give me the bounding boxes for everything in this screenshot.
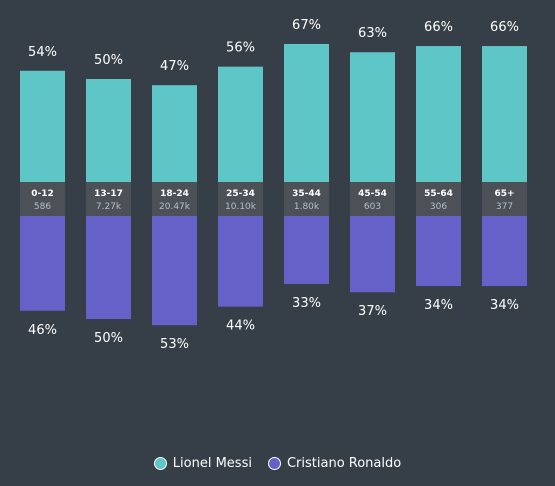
pct-messi-3: 56% xyxy=(226,41,255,56)
legend-label-ronaldo: Cristiano Ronaldo xyxy=(286,456,402,471)
bar-ronaldo-2 xyxy=(152,216,197,326)
count-label-4: 1.80k xyxy=(294,202,320,212)
bar-messi-1 xyxy=(86,79,131,182)
bar-messi-3 xyxy=(218,66,263,182)
count-label-5: 603 xyxy=(364,202,381,212)
pct-messi-6: 66% xyxy=(424,20,453,35)
pct-messi-7: 66% xyxy=(490,20,519,35)
pct-messi-1: 50% xyxy=(94,53,123,68)
pct-ronaldo-2: 53% xyxy=(160,337,189,352)
bar-ronaldo-7 xyxy=(482,216,527,287)
pct-ronaldo-4: 33% xyxy=(292,296,321,311)
legend-item-messi[interactable]: Lionel Messi xyxy=(153,456,252,471)
bar-messi-6 xyxy=(416,46,461,182)
age-label-6: 55-64 xyxy=(424,189,453,199)
age-label-0: 0-12 xyxy=(31,189,54,199)
bar-ronaldo-0 xyxy=(20,216,65,311)
pct-messi-2: 47% xyxy=(160,59,189,74)
audience-split-chart: 0-12 586 54% 46% 13-17 7.27k 50% 50% 18-24 20.47k… xyxy=(20,18,527,352)
count-label-2: 20.47k xyxy=(159,202,191,212)
count-label-0: 586 xyxy=(34,202,51,212)
age-band-3 xyxy=(218,182,263,216)
age-band-6 xyxy=(416,182,461,216)
bar-ronaldo-4 xyxy=(284,216,329,284)
age-label-5: 45-54 xyxy=(358,189,387,199)
legend: Lionel Messi Cristiano Ronaldo xyxy=(0,456,555,471)
age-band-7 xyxy=(482,182,527,216)
bar-ronaldo-3 xyxy=(218,216,263,307)
bar-ronaldo-1 xyxy=(86,216,131,319)
legend-swatch-ronaldo xyxy=(267,457,281,470)
age-band-5 xyxy=(350,182,395,216)
bar-messi-0 xyxy=(20,70,65,182)
bar-messi-2 xyxy=(152,85,197,182)
bar-messi-4 xyxy=(284,43,329,183)
age-label-3: 25-34 xyxy=(226,189,255,199)
legend-label-messi: Lionel Messi xyxy=(172,456,252,471)
bar-ronaldo-5 xyxy=(350,216,395,293)
count-label-6: 306 xyxy=(430,202,447,212)
age-label-1: 13-17 xyxy=(94,189,123,199)
bar-messi-5 xyxy=(350,52,395,182)
count-label-3: 10.10k xyxy=(225,202,257,212)
pct-ronaldo-5: 37% xyxy=(358,304,387,319)
age-band-1 xyxy=(86,182,131,216)
age-label-7: 65+ xyxy=(494,189,514,199)
pct-messi-4: 67% xyxy=(292,18,321,33)
count-label-1: 7.27k xyxy=(96,202,122,212)
pct-ronaldo-7: 34% xyxy=(490,298,519,313)
age-band-0 xyxy=(20,182,65,216)
pct-ronaldo-1: 50% xyxy=(94,331,123,346)
age-band-4 xyxy=(284,182,329,216)
pct-ronaldo-0: 46% xyxy=(28,323,57,338)
legend-swatch-messi xyxy=(153,457,167,470)
bar-messi-7 xyxy=(482,46,527,182)
count-label-7: 377 xyxy=(496,202,513,212)
pct-ronaldo-6: 34% xyxy=(424,298,453,313)
age-band-2 xyxy=(152,182,197,216)
age-label-4: 35-44 xyxy=(292,189,321,199)
bar-ronaldo-6 xyxy=(416,216,461,287)
pct-messi-0: 54% xyxy=(28,45,57,60)
legend-item-ronaldo[interactable]: Cristiano Ronaldo xyxy=(267,456,402,471)
pct-ronaldo-3: 44% xyxy=(226,319,255,334)
age-label-2: 18-24 xyxy=(160,189,189,199)
pct-messi-5: 63% xyxy=(358,26,387,41)
